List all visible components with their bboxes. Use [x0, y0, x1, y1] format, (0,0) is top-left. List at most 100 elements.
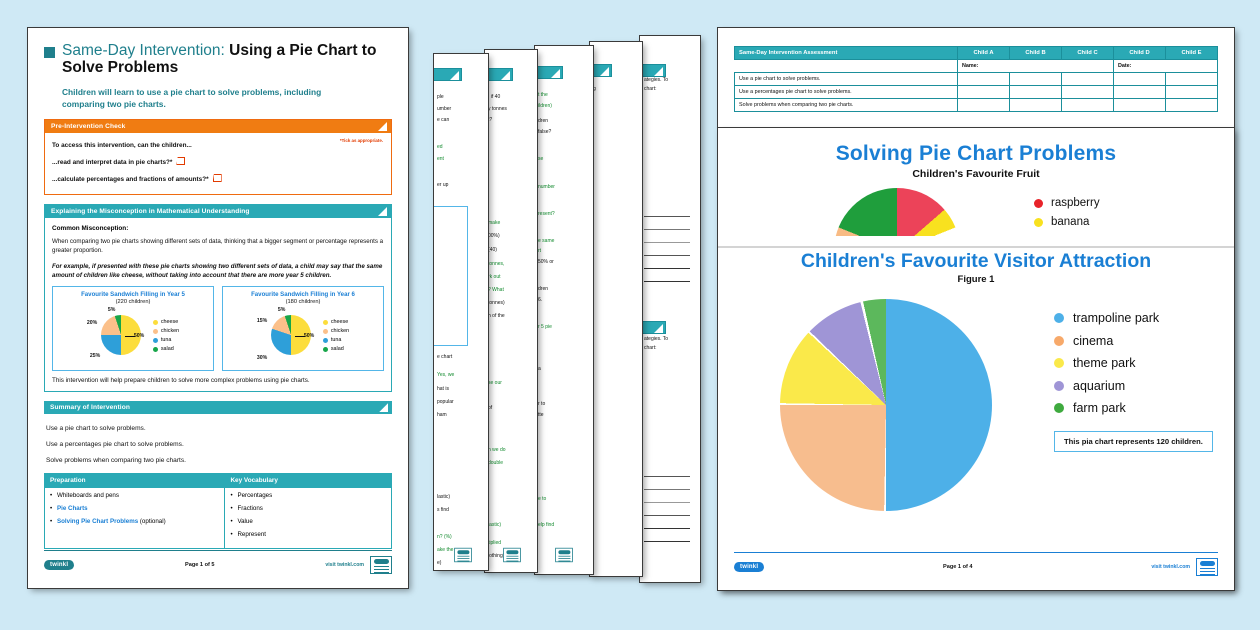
- pie-charts-link[interactable]: Pie Charts: [57, 505, 88, 513]
- page-fragment: dren: [538, 118, 549, 124]
- twinkl-badge-icon: [369, 556, 392, 574]
- chart-note-box: This pia chart represents 120 children.: [1054, 431, 1213, 452]
- chart-legend: cheese chicken tuna salad: [322, 318, 349, 354]
- pie-graphic: 5% 15% 30% 50%: [257, 307, 319, 365]
- page-fragment: ildren): [538, 103, 552, 109]
- pie-chart-worksheet-page[interactable]: Solving Pie Chart Problems Children's Fa…: [718, 128, 1234, 590]
- twinkl-logo[interactable]: twinkl: [44, 560, 75, 570]
- summary-line: Use a percentages pie chart to solve pro…: [46, 441, 184, 449]
- page-fragment: t?: [488, 117, 493, 123]
- assessment-cell[interactable]: [957, 72, 1010, 86]
- assessment-cell[interactable]: [1061, 98, 1114, 112]
- page-fragment: ent: [437, 156, 444, 162]
- legend-item: raspberry: [1034, 194, 1100, 213]
- assessment-cell[interactable]: [1061, 72, 1114, 86]
- list-item[interactable]: Solving Pie Chart Problems (optional): [50, 518, 219, 525]
- pie-chart-card-year6: Favourite Sandwich Filling in Year 6 (18…: [222, 286, 384, 372]
- figure-label: Figure 1: [957, 274, 995, 285]
- page-fragment: y tonnes: [488, 106, 507, 112]
- page-fragment: elp find: [538, 522, 555, 528]
- assessment-cell[interactable]: [1113, 85, 1166, 99]
- legend-label: tuna: [330, 337, 342, 344]
- leader-line: [294, 336, 305, 338]
- fruit-pie-circle: [834, 188, 960, 236]
- page-fragment: n? (%): [437, 534, 452, 540]
- twinkl-logo[interactable]: twinkl: [734, 562, 765, 572]
- page-fragment: hat is: [437, 386, 449, 392]
- pie-circle-year5: [100, 315, 141, 356]
- twinkl-badge-icon: [454, 547, 472, 563]
- stacked-page-3[interactable]: : if 40 y tonnes t? make 00%) (40) tonne…: [485, 50, 537, 572]
- date-cell[interactable]: Date:: [1113, 59, 1218, 73]
- pre-intervention-check-heading: Pre-Intervention Check: [45, 120, 391, 133]
- leader-line: [124, 336, 135, 338]
- assessment-cell[interactable]: [1113, 98, 1166, 112]
- intervention-document-page[interactable]: Same-Day Intervention: Using a Pie Chart…: [28, 28, 408, 588]
- section-tab: [590, 64, 612, 77]
- assessment-cell[interactable]: [957, 85, 1010, 99]
- document-footer: twinkl Page 1 of 5 visit twinkl.com: [44, 550, 392, 574]
- stacked-page-6[interactable]: ategies. To chart: ategies. To chart:: [640, 36, 700, 582]
- page-fragment: lastic): [437, 494, 451, 500]
- section-tab: [535, 66, 563, 79]
- pie-graphic: 5% 20% 25% 50%: [87, 307, 149, 365]
- legend-swatch-tuna: [322, 338, 328, 344]
- stacked-page-2[interactable]: ple umber e can ed ent er up e chart Yes…: [434, 54, 488, 570]
- rule-line: [644, 216, 690, 217]
- page-fragment: e to: [538, 496, 547, 502]
- assessment-cell[interactable]: [1009, 72, 1062, 86]
- legend-label: raspberry: [1051, 197, 1100, 209]
- assessment-cell[interactable]: [1165, 72, 1218, 86]
- solving-pie-chart-problems-link[interactable]: Solving Pie Chart Problems: [57, 518, 139, 526]
- pre-check-item-text: ...calculate percentages and fractions o…: [52, 176, 209, 183]
- twinkl-badge-icon: [1195, 558, 1218, 576]
- assessment-cell[interactable]: [1009, 98, 1062, 112]
- visit-link[interactable]: visit twinkl.com: [1151, 564, 1190, 570]
- assessment-cell[interactable]: [1061, 85, 1114, 99]
- page-fragment: ple: [437, 94, 444, 100]
- visit-link[interactable]: visit twinkl.com: [325, 562, 364, 568]
- page-fragment: a: [538, 366, 541, 372]
- document-header: Same-Day Intervention: Using a Pie Chart…: [44, 42, 392, 76]
- summary-line: Solve problems when comparing two pie ch…: [46, 457, 187, 465]
- legend-item: trampoline park: [1054, 307, 1159, 330]
- bullet-square-icon: [44, 47, 55, 58]
- legend-swatch-theme-park: [1054, 358, 1064, 369]
- legend-item: theme park: [1054, 352, 1159, 375]
- column-header-vocabulary: Key Vocabulary: [224, 473, 392, 489]
- section-tab: [640, 64, 666, 77]
- tick-box[interactable]: [176, 157, 186, 165]
- misconception-closing: This intervention will help prepare chil…: [52, 377, 310, 385]
- page-fragment: lothing): [488, 553, 505, 559]
- stacked-page-4[interactable]: t the ildren) dren false? se number rese…: [535, 46, 593, 574]
- legend-item: cheese: [152, 318, 179, 327]
- page-title-black: Using a Pie Chart to Solve Problems: [62, 42, 377, 76]
- name-cell[interactable]: Name:: [957, 59, 1114, 73]
- fruit-chart-title: Children's Favourite Fruit: [912, 168, 1040, 180]
- panel-heading-text: Pre-Intervention Check: [51, 123, 126, 130]
- pre-check-item: ...read and interpret data in pie charts…: [52, 157, 384, 167]
- child-header: Child B: [1009, 46, 1062, 60]
- assessment-cell[interactable]: [1113, 72, 1166, 86]
- page-fragment: make: [488, 220, 501, 226]
- page-fragment: of: [488, 405, 493, 411]
- legend-swatch-aquarium: [1054, 380, 1064, 391]
- list-item[interactable]: Pie Charts: [50, 505, 219, 512]
- page-fragment: r 5 pie: [538, 324, 552, 330]
- misconception-panel: Explaining the Misconception in Mathemat…: [44, 204, 392, 393]
- tick-box[interactable]: [212, 174, 222, 182]
- summary-line: Use a pie chart to solve problems.: [46, 425, 146, 433]
- page-title: Same-Day Intervention: Using a Pie Chart…: [62, 42, 392, 76]
- assessment-cell[interactable]: [1009, 85, 1062, 99]
- page-fragment: 50% or: [538, 259, 554, 265]
- assessment-cell[interactable]: [957, 98, 1010, 112]
- assessment-cell[interactable]: [1165, 85, 1218, 99]
- summary-heading: Summary of Intervention: [44, 401, 392, 415]
- page-fragment: er up: [437, 182, 449, 188]
- rule-line: [644, 476, 690, 477]
- legend-label: theme park: [1073, 356, 1136, 370]
- stacked-page-5[interactable]: g: [590, 42, 642, 576]
- highlight-box: [434, 206, 468, 346]
- legend-swatch-raspberry: [1034, 199, 1043, 208]
- assessment-cell[interactable]: [1165, 98, 1218, 112]
